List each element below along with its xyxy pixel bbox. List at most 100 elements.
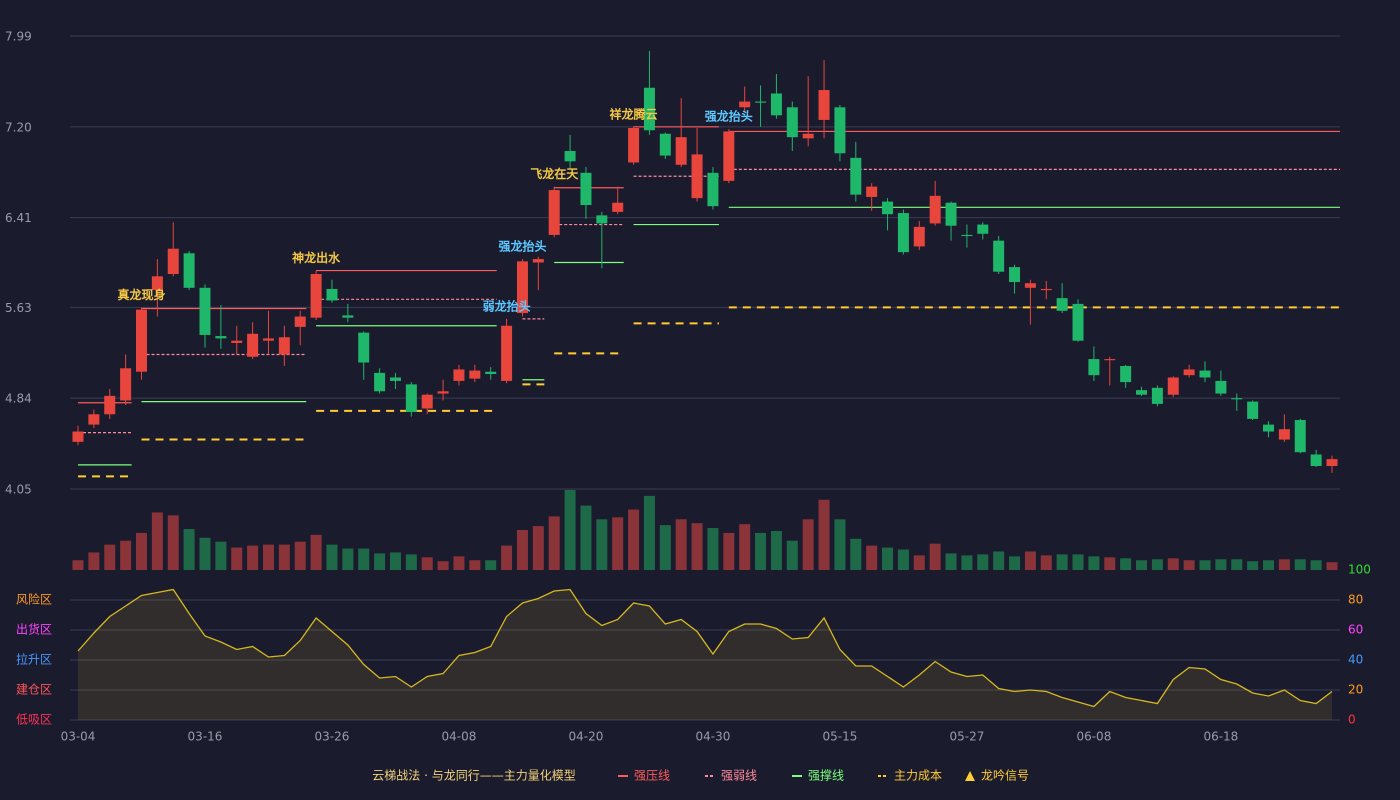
volume-bar xyxy=(1056,554,1068,570)
volume-bar xyxy=(659,525,671,570)
volume-bar xyxy=(1151,559,1163,570)
candle-body xyxy=(151,276,163,291)
volume-bar xyxy=(580,505,592,570)
volume-bar xyxy=(1263,560,1275,570)
candle-body xyxy=(421,394,433,409)
candle-body xyxy=(294,316,306,327)
signal-label: 强龙抬头 xyxy=(498,239,546,254)
volume-bar xyxy=(882,547,894,570)
candle-body xyxy=(88,414,100,425)
volume-bar xyxy=(1072,554,1084,570)
candle-body xyxy=(1120,365,1132,383)
volume-bar xyxy=(1024,551,1036,570)
candle-body xyxy=(247,333,259,357)
candle-body xyxy=(1326,459,1338,467)
volume-bar xyxy=(977,554,989,570)
candle-body xyxy=(104,395,116,415)
candle-body xyxy=(1056,298,1068,311)
candle-body xyxy=(739,101,751,108)
volume-bar xyxy=(723,532,735,570)
volume-bar xyxy=(1183,560,1195,570)
volume-bar xyxy=(628,509,640,570)
candle-body xyxy=(199,287,211,335)
x-tick-label: 06-08 xyxy=(1076,730,1111,744)
volume-bar xyxy=(342,548,354,570)
volume-bar xyxy=(1199,560,1211,570)
y-tick-label: 7.99 xyxy=(5,30,32,44)
volume-bar xyxy=(802,519,814,570)
candle-body xyxy=(135,309,147,372)
volume-bar xyxy=(675,519,687,570)
volume-bar xyxy=(120,540,132,570)
legend-label: 主力成本 xyxy=(894,769,942,783)
candle-body xyxy=(1136,390,1148,395)
volume-bar xyxy=(199,537,211,570)
candle-body xyxy=(215,336,227,339)
candle-body xyxy=(310,273,322,318)
volume-bar xyxy=(786,540,798,570)
volume-bar xyxy=(262,544,274,570)
volume-bar xyxy=(1136,560,1148,570)
candle-body xyxy=(1024,283,1036,288)
y-tick-label: 20 xyxy=(1348,683,1363,697)
candle-body xyxy=(1263,424,1275,432)
candle-body xyxy=(358,332,370,363)
candle-body xyxy=(72,431,84,442)
y-tick-label: 6.41 xyxy=(5,211,32,225)
candle-body xyxy=(866,186,878,197)
volume-bar xyxy=(294,541,306,570)
candle-body xyxy=(945,202,957,226)
candle-body xyxy=(1104,359,1116,361)
volume-bar xyxy=(548,516,560,570)
candle-body xyxy=(1072,303,1084,341)
volume-bar xyxy=(1247,561,1259,570)
volume-bar xyxy=(897,549,909,570)
candle-body xyxy=(913,226,925,247)
candle-body xyxy=(612,202,624,212)
candle-body xyxy=(1151,387,1163,404)
volume-bar xyxy=(961,555,973,570)
candle-body xyxy=(643,87,655,131)
volume-bar xyxy=(993,551,1005,570)
x-tick-label: 05-27 xyxy=(949,730,984,744)
volume-bar xyxy=(421,557,433,570)
signal-label: 真龙现身 xyxy=(117,287,165,302)
candle-body xyxy=(628,127,640,163)
zone-label: 低吸区 xyxy=(16,713,52,727)
volume-bar xyxy=(1215,559,1227,570)
candle-body xyxy=(802,133,814,139)
volume-bar xyxy=(532,526,544,570)
candle-body xyxy=(1167,377,1179,395)
legend-title: 云梯战法 · 与龙同行——主力量化模型 xyxy=(372,769,575,783)
x-tick-label: 05-15 xyxy=(822,730,857,744)
candle-body xyxy=(548,190,560,235)
y-tick-label: 80 xyxy=(1348,593,1363,607)
volume-bar xyxy=(564,490,576,570)
candle-body xyxy=(532,259,544,263)
candle-body xyxy=(723,131,735,181)
volume-bar xyxy=(1104,557,1116,570)
volume-bar xyxy=(1231,559,1243,570)
candle-body xyxy=(786,107,798,138)
volume-bar xyxy=(1278,559,1290,570)
legend-icon xyxy=(965,771,975,781)
candle-body xyxy=(850,157,862,195)
y-tick-label: 7.20 xyxy=(5,120,32,134)
volume-bar xyxy=(501,545,513,570)
volume-bar xyxy=(612,517,624,570)
volume-bar xyxy=(1120,558,1132,570)
candle-body xyxy=(834,107,846,154)
volume-bar xyxy=(167,515,179,570)
candle-body xyxy=(342,315,354,318)
signal-label: 强龙抬头 xyxy=(705,109,753,124)
volume-bar xyxy=(72,560,84,570)
legend-label: 龙吟信号 xyxy=(981,768,1029,783)
volume-bar xyxy=(1310,560,1322,570)
legend-label: 强弱线 xyxy=(721,769,757,783)
zone-label: 建仓区 xyxy=(16,683,52,697)
candle-body xyxy=(882,201,894,215)
volume-bar xyxy=(1167,558,1179,570)
candle-body xyxy=(167,248,179,274)
